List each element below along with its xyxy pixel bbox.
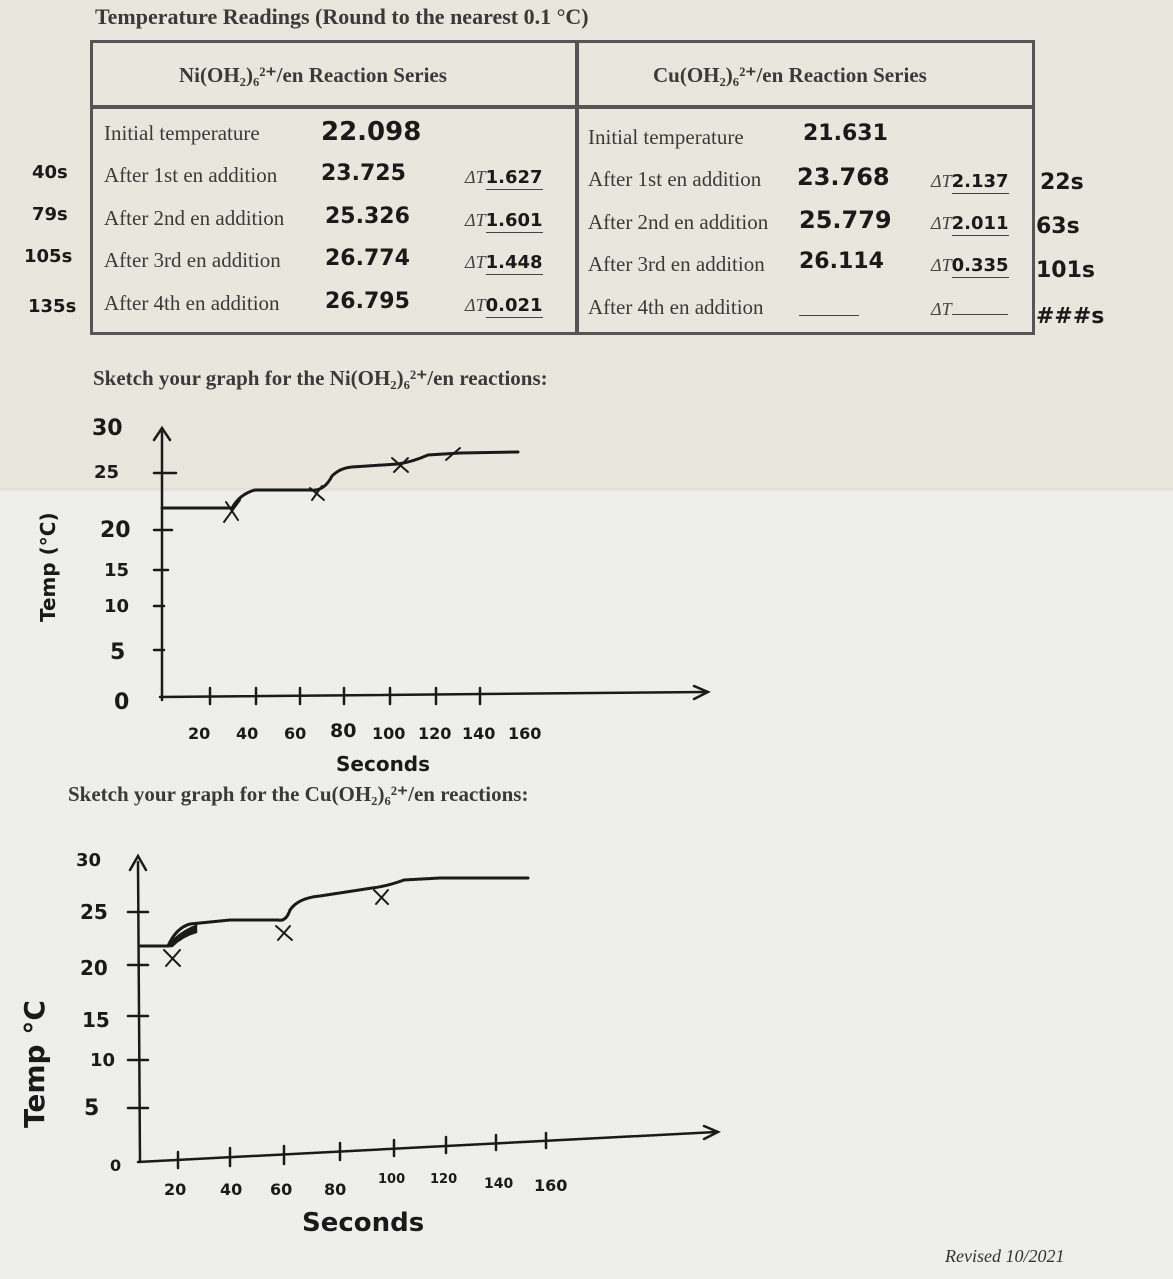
ni-temp-after-3: 26.774 bbox=[325, 246, 410, 271]
cu-ytick-20: 20 bbox=[80, 956, 108, 980]
paper-top-section bbox=[0, 0, 1173, 492]
cu-label-third: After 3rd en addition bbox=[588, 252, 765, 276]
cu-xtick-60: 60 bbox=[270, 1180, 293, 1199]
ni-label-third: After 3rd en addition bbox=[104, 248, 281, 272]
revised-date: Revised 10/2021 bbox=[945, 1246, 1065, 1266]
cu-delta-4: ΔT bbox=[931, 298, 1008, 320]
cu-series-header: Cu(OH₂)₆²⁺/en Reaction Series bbox=[653, 63, 927, 87]
ni-ytick-30: 30 bbox=[92, 416, 123, 441]
cu-label-initial: Initial temperature bbox=[588, 125, 744, 149]
ni-ytick-0: 0 bbox=[114, 690, 130, 715]
cu-label-second: After 2nd en addition bbox=[588, 210, 769, 234]
ni-time-note-1: 40s bbox=[32, 162, 68, 183]
ni-delta-3: ΔT1.448 bbox=[465, 252, 543, 275]
cu-temp-after-1: 23.768 bbox=[797, 163, 890, 191]
ni-delta-2: ΔT1.601 bbox=[465, 210, 543, 233]
ni-xtick-120: 120 bbox=[418, 724, 452, 743]
cu-xtick-160: 160 bbox=[534, 1176, 568, 1195]
ni-initial-temp: 22.098 bbox=[321, 117, 422, 147]
table-column-divider bbox=[575, 43, 579, 332]
ni-xtick-140: 140 bbox=[462, 724, 496, 743]
paper-bottom-section bbox=[0, 492, 1173, 1279]
ni-series-header: Ni(OH₂)₆²⁺/en Reaction Series bbox=[179, 63, 447, 87]
ni-label-first: After 1st en addition bbox=[104, 163, 278, 187]
ni-y-axis-arrow bbox=[152, 425, 172, 442]
ni-time-note-3: 105s bbox=[24, 246, 73, 267]
cu-ytick-10: 10 bbox=[90, 1050, 116, 1071]
cu-ytick-25: 25 bbox=[80, 900, 108, 924]
cu-time-note-2: 63s bbox=[1036, 214, 1080, 239]
cu-y-axis-arrow bbox=[128, 853, 148, 872]
cu-xtick-100: 100 bbox=[378, 1172, 406, 1187]
ni-xtick-160: 160 bbox=[508, 724, 542, 743]
cu-time-note-4: ###s bbox=[1036, 304, 1105, 329]
ni-ytick-10: 10 bbox=[104, 596, 130, 617]
ni-time-note-2: 79s bbox=[32, 204, 68, 225]
cu-xtick-140: 140 bbox=[484, 1176, 514, 1192]
cu-temp-after-2: 25.779 bbox=[799, 206, 892, 234]
ni-time-note-4: 135s bbox=[28, 296, 77, 317]
ni-ytick-5: 5 bbox=[110, 640, 126, 665]
cu-xtick-120: 120 bbox=[430, 1172, 458, 1187]
ni-delta-4: ΔT0.021 bbox=[465, 295, 543, 318]
ni-label-fourth: After 4th en addition bbox=[104, 291, 280, 315]
cu-delta-3: ΔT0.335 bbox=[931, 255, 1009, 278]
ni-xtick-100: 100 bbox=[372, 724, 406, 743]
ni-xtick-40: 40 bbox=[236, 724, 259, 743]
cu-label-first: After 1st en addition bbox=[588, 167, 762, 191]
ni-graph-xlabel: Seconds bbox=[336, 752, 431, 776]
cu-temp-after-3: 26.114 bbox=[799, 249, 884, 274]
cu-label-fourth: After 4th en addition bbox=[588, 295, 764, 319]
ni-x-axis bbox=[158, 690, 707, 699]
cu-y-axis bbox=[136, 860, 142, 1164]
cu-time-note-1: 22s bbox=[1040, 170, 1084, 195]
ni-temp-after-2: 25.326 bbox=[325, 204, 410, 229]
cu-ytick-0: 0 bbox=[110, 1156, 122, 1175]
cu-x-axis-arrow bbox=[702, 1124, 721, 1141]
temperature-table: Ni(OH₂)₆²⁺/en Reaction Series Cu(OH₂)₆²⁺… bbox=[90, 40, 1035, 335]
paper-fold-line bbox=[0, 488, 1173, 494]
ni-temp-after-4: 26.795 bbox=[325, 289, 410, 314]
cu-graph-title: Sketch your graph for the Cu(OH₂)₆²⁺/en … bbox=[68, 782, 529, 806]
ni-ytick-25: 25 bbox=[94, 462, 120, 483]
cu-temp-after-4-blank bbox=[799, 293, 859, 316]
ni-ytick-20: 20 bbox=[100, 518, 131, 543]
cu-ytick-5: 5 bbox=[84, 1096, 100, 1121]
cu-ytick-15: 15 bbox=[82, 1008, 110, 1032]
cu-xtick-80: 80 bbox=[324, 1180, 347, 1199]
cu-x-axis bbox=[136, 1130, 718, 1164]
cu-xtick-20: 20 bbox=[164, 1180, 187, 1199]
ni-xtick-20: 20 bbox=[188, 724, 211, 743]
ni-temp-after-1: 23.725 bbox=[321, 161, 406, 186]
ni-xtick-60: 60 bbox=[284, 724, 307, 743]
ni-delta-1: ΔT1.627 bbox=[465, 167, 543, 190]
ni-xtick-80: 80 bbox=[330, 720, 357, 742]
ni-x-axis-arrow bbox=[692, 684, 711, 701]
table-header-row bbox=[93, 43, 1032, 109]
cu-ytick-30: 30 bbox=[76, 850, 102, 871]
ni-graph-title: Sketch your graph for the Ni(OH₂)₆²⁺/en … bbox=[93, 366, 548, 390]
cu-xtick-40: 40 bbox=[220, 1180, 243, 1199]
ni-label-second: After 2nd en addition bbox=[104, 206, 285, 230]
cu-time-note-3: 101s bbox=[1036, 258, 1096, 283]
cu-delta-2: ΔT2.011 bbox=[931, 213, 1009, 236]
page-title: Temperature Readings (Round to the neare… bbox=[95, 4, 589, 29]
ni-label-initial: Initial temperature bbox=[104, 121, 260, 145]
cu-temperature-curve bbox=[138, 876, 530, 948]
ni-ytick-15: 15 bbox=[104, 560, 130, 581]
cu-graph-xlabel: Seconds bbox=[302, 1208, 425, 1238]
ni-temperature-curve bbox=[160, 450, 520, 510]
cu-delta-1: ΔT2.137 bbox=[931, 171, 1009, 194]
cu-initial-temp: 21.631 bbox=[803, 121, 888, 146]
